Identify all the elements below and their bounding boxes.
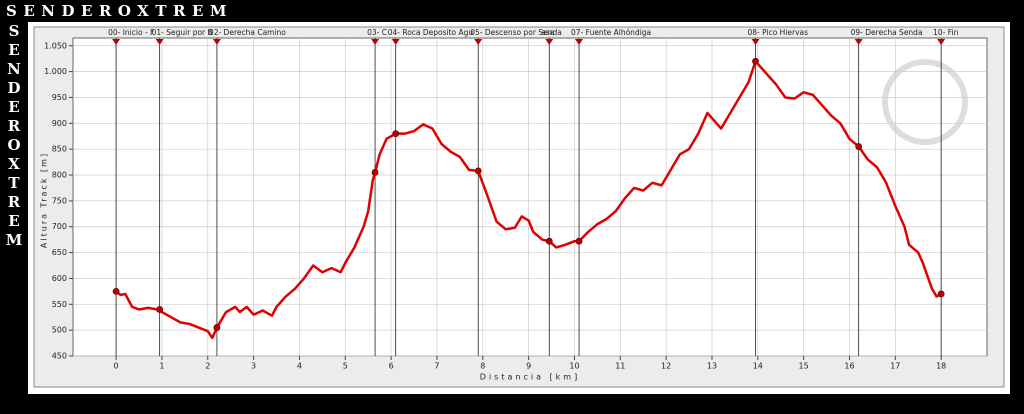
waypoint-flag	[212, 39, 221, 45]
waypoint-label: 08- Pico Hiervas	[748, 28, 809, 37]
waypoint-point	[156, 306, 164, 313]
x-tick-label: 8	[480, 362, 485, 371]
x-tick-label: 10	[569, 362, 579, 371]
waypoint-point	[855, 143, 863, 150]
x-tick-label: 2	[205, 362, 210, 371]
x-tick-label: 1	[159, 362, 164, 371]
x-tick-label: 18	[936, 362, 946, 371]
y-axis-label: Altura Track [m]	[40, 152, 49, 248]
waypoint-flag	[937, 39, 946, 45]
y-tick-label: 1.050	[44, 41, 67, 50]
brand-title-vertical: SENDEROXTREM	[5, 22, 23, 250]
waypoint-flag	[391, 39, 400, 45]
waypoint-flag	[474, 39, 483, 45]
brand-title: SENDEROXTREM	[6, 2, 233, 20]
y-tick-label: 900	[52, 119, 67, 128]
x-tick-label: 3	[251, 362, 256, 371]
y-tick-label: 450	[52, 352, 67, 361]
y-tick-label: 650	[52, 248, 67, 257]
x-tick-label: 14	[753, 362, 763, 371]
x-tick-label: 12	[661, 362, 671, 371]
waypoint-point	[575, 237, 583, 245]
waypoint-label: 00- Inicio - F	[108, 28, 154, 37]
x-tick-label: 7	[434, 362, 439, 371]
x-tick-label: 16	[844, 362, 854, 371]
waypoint-point	[474, 167, 482, 175]
waypoint-point	[213, 324, 221, 331]
profile-line	[115, 60, 942, 340]
waypoint-label: 07- Fuente Alhóndiga	[571, 28, 651, 37]
waypoint-label: asa	[541, 28, 554, 37]
x-tick-label: 4	[297, 362, 302, 371]
y-tick-label: 1.000	[44, 67, 67, 76]
waypoint-label: 09- Derecha Senda	[851, 28, 923, 37]
watermark	[882, 59, 968, 145]
waypoint-point	[371, 169, 379, 176]
y-tick-label: 950	[52, 93, 67, 102]
waypoint-label: 04- Roca Deposito Agu	[388, 28, 474, 37]
waypoint-flag	[155, 39, 164, 45]
y-tick-label: 700	[52, 222, 67, 231]
x-tick-label: 15	[799, 362, 809, 371]
y-tick-label: 600	[52, 274, 67, 283]
waypoint-point	[545, 237, 553, 245]
waypoint-point	[112, 287, 120, 295]
plot-area	[72, 37, 988, 357]
x-tick-label: 6	[389, 362, 394, 371]
y-tick-label: 500	[52, 326, 67, 335]
waypoint-label: 01- Seguir por B	[152, 28, 213, 37]
x-tick-label: 11	[615, 362, 625, 371]
waypoint-flag	[371, 39, 380, 45]
waypoint-flag	[545, 39, 554, 45]
x-tick-label: 5	[343, 362, 348, 371]
x-tick-label: 13	[707, 362, 717, 371]
waypoint-label: 10- Fin	[933, 28, 958, 37]
waypoint-label: 05- Descenso por Senda	[470, 28, 562, 37]
waypoint-point	[392, 130, 400, 138]
x-axis-label: Distancia [km]	[480, 373, 580, 382]
waypoint-flag	[575, 39, 584, 45]
x-tick-label: 0	[114, 362, 119, 371]
waypoint-flag	[112, 39, 121, 45]
x-tick-label: 9	[526, 362, 531, 371]
x-tick-label: 17	[890, 362, 900, 371]
y-tick-label: 850	[52, 145, 67, 154]
waypoint-point	[752, 57, 759, 65]
waypoint-point	[937, 290, 945, 298]
waypoint-label: 03- C	[367, 28, 387, 37]
waypoint-label: 02- Derecha Camino	[209, 28, 286, 37]
y-tick-label: 800	[52, 171, 67, 180]
y-tick-label: 750	[52, 196, 67, 205]
waypoint-flag	[854, 39, 863, 45]
y-tick-label: 550	[52, 300, 67, 309]
waypoint-flag	[751, 39, 760, 45]
